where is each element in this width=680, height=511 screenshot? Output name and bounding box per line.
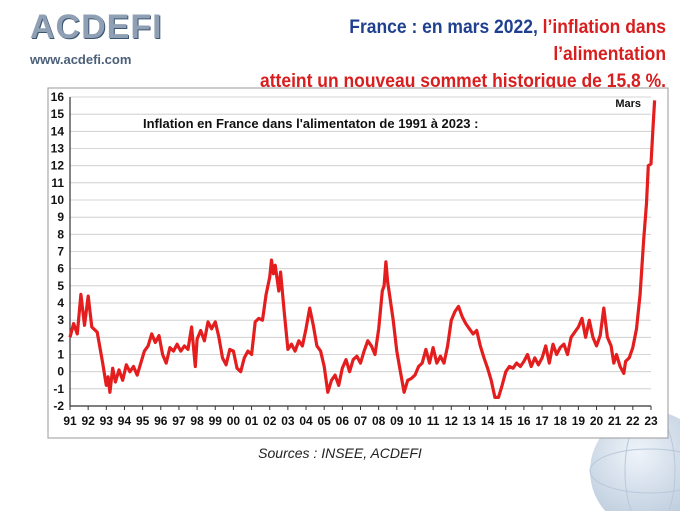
y-tick-label: 12 xyxy=(51,159,65,173)
x-tick-label: 08 xyxy=(372,414,386,428)
logo-text: ACDEFI xyxy=(30,8,163,46)
x-tick-label: 93 xyxy=(100,414,114,428)
x-tick-label: 06 xyxy=(336,414,350,428)
plot-frame xyxy=(47,87,669,439)
y-tick-label: 4 xyxy=(57,296,64,310)
series-line xyxy=(68,100,657,399)
y-tick-label: 7 xyxy=(57,245,64,259)
x-tick-label: 13 xyxy=(463,414,477,428)
x-tick-label: 91 xyxy=(63,414,77,428)
y-tick-label: 11 xyxy=(51,176,64,190)
source-note: Sources : INSEE, ACDEFI xyxy=(258,445,422,461)
y-tick-label: -2 xyxy=(53,399,64,413)
logo-url: www.acdefi.com xyxy=(30,52,132,67)
y-tick-label: 16 xyxy=(51,90,65,104)
x-tick-label: 98 xyxy=(190,414,204,428)
grid xyxy=(69,96,651,407)
x-axis: 91 92 93 94 95 96 97 98 99 00 01 02 03 04 05 06 07 08 09 10… xyxy=(63,406,658,428)
x-tick-label: 03 xyxy=(281,414,295,428)
y-tick-label: 6 xyxy=(57,262,64,276)
x-tick-label: 96 xyxy=(154,414,168,428)
x-tick-label: 22 xyxy=(626,414,640,428)
x-tick-label: 02 xyxy=(263,414,277,428)
x-tick-label: 05 xyxy=(318,414,332,428)
x-tick-label: 99 xyxy=(209,414,223,428)
annotation-mars: Mars xyxy=(615,98,641,110)
title-part-2: l’inflation dans l’alimentation xyxy=(542,17,666,65)
page-title: France : en mars 2022, l’inflation dans … xyxy=(234,14,666,95)
x-tick-label: 19 xyxy=(572,414,586,428)
x-tick-label: 04 xyxy=(299,414,313,428)
x-tick-label: 12 xyxy=(445,414,459,428)
x-tick-label: 17 xyxy=(535,414,549,428)
x-tick-label: 11 xyxy=(427,414,440,428)
y-tick-label: 0 xyxy=(57,365,64,379)
x-tick-label: 09 xyxy=(390,414,404,428)
x-tick-label: 07 xyxy=(354,414,368,428)
x-tick-label: 94 xyxy=(118,414,132,428)
x-tick-label: 10 xyxy=(408,414,422,428)
y-tick-label: 10 xyxy=(51,193,65,207)
title-part-3: atteint un nouveau sommet historique de … xyxy=(259,71,666,92)
y-tick-label: 13 xyxy=(51,142,65,156)
y-tick-label: 1 xyxy=(57,348,64,362)
y-tick-label: 3 xyxy=(57,313,64,327)
y-tick-label: 15 xyxy=(51,107,65,121)
y-tick-label: 9 xyxy=(57,210,64,224)
x-tick-label: 20 xyxy=(590,414,604,428)
y-tick-label: 14 xyxy=(51,124,65,138)
chart-title: Inflation en France dans l'alimentaton d… xyxy=(143,116,478,131)
x-tick-label: 15 xyxy=(499,414,513,428)
x-tick-label: 92 xyxy=(81,414,95,428)
y-tick-label: 2 xyxy=(57,330,64,344)
y-tick-label: 8 xyxy=(57,227,64,241)
x-tick-label: 95 xyxy=(136,414,150,428)
title-part-1: France : en mars 2022, xyxy=(349,17,543,38)
y-tick-label: 5 xyxy=(57,279,64,293)
x-tick-label: 21 xyxy=(608,414,622,428)
x-tick-label: 97 xyxy=(172,414,186,428)
x-tick-label: 00 xyxy=(227,414,241,428)
y-tick-label: -1 xyxy=(53,382,64,396)
x-tick-label: 01 xyxy=(245,414,259,428)
x-tick-label: 14 xyxy=(481,414,495,428)
x-tick-label: 23 xyxy=(644,414,658,428)
x-tick-label: 16 xyxy=(517,414,531,428)
x-tick-label: 18 xyxy=(554,414,568,428)
logo: ACDEFI www.acdefi.com xyxy=(28,8,162,68)
